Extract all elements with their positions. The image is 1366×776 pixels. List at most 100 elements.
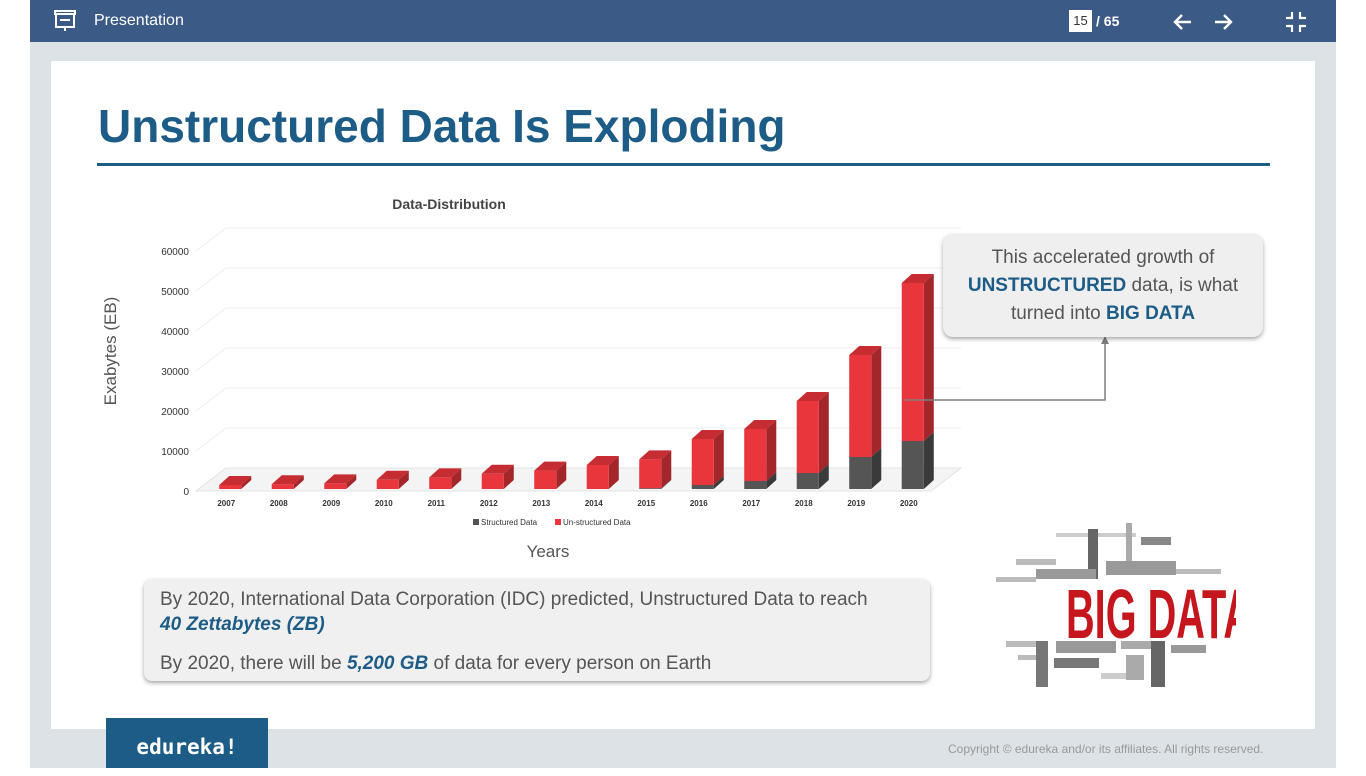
x-tick-label: 2017 xyxy=(742,499,760,508)
bar-unstructured xyxy=(691,439,714,485)
bar-side xyxy=(871,448,882,489)
bar-side xyxy=(766,420,777,481)
bar-side xyxy=(713,476,724,489)
bar-unstructured xyxy=(376,479,399,489)
bar-side xyxy=(451,468,462,489)
bar-top xyxy=(271,475,304,485)
bar-side xyxy=(766,472,777,489)
presentation-icon[interactable] xyxy=(52,8,78,34)
bar-unstructured xyxy=(639,459,662,489)
title-underline xyxy=(97,163,1270,166)
data-distribution-chart: 0 10000 20000 30000 40000 50000 60000 2007 2008 2… xyxy=(101,196,963,561)
bar-side xyxy=(503,464,514,489)
edureka-logo: edureka! xyxy=(106,718,268,768)
y-axis-label: Exabytes (EB) xyxy=(101,297,120,406)
bar-unstructured xyxy=(219,485,242,489)
x-tick-label: 2008 xyxy=(270,499,288,508)
info-per-person-prefix: By 2020, there will be xyxy=(160,653,347,674)
bar-side xyxy=(661,479,672,489)
y-tick-label: 20000 xyxy=(161,407,189,418)
callout-emphasis-unstructured: UNSTRUCTURED xyxy=(967,275,1127,296)
bar-top xyxy=(744,420,777,429)
bar-unstructured xyxy=(901,283,924,441)
bar-side xyxy=(346,474,357,489)
bar-top xyxy=(586,456,619,465)
copyright-text: Copyright © edureka and/or its affiliate… xyxy=(948,742,1264,756)
bar-side xyxy=(871,346,882,457)
bar-structured xyxy=(901,441,924,489)
bar-side xyxy=(398,470,409,489)
bar-side xyxy=(713,430,724,485)
info-box: By 2020, International Data Corporation … xyxy=(144,579,930,681)
x-tick-label: 2012 xyxy=(480,499,498,508)
bar-structured xyxy=(691,485,714,489)
x-tick-label: 2010 xyxy=(375,499,393,508)
y-tick-label: 60000 xyxy=(161,247,189,258)
exit-fullscreen-icon[interactable] xyxy=(1283,9,1309,35)
info-per-person-emphasis: 5,200 GB xyxy=(346,653,429,674)
callout-line-2-text: data, is what xyxy=(1126,275,1239,296)
big-data-word-cloud-image: BIG DATA xyxy=(996,523,1236,687)
bar-top xyxy=(534,461,567,471)
bar-top xyxy=(324,474,357,484)
y-tick-label: 50000 xyxy=(161,287,189,298)
callout-line-3-text: turned into xyxy=(1010,303,1107,324)
bar-unstructured xyxy=(481,473,504,489)
legend-swatch-structured xyxy=(473,519,479,525)
bar-side xyxy=(608,456,619,489)
gridline-diagonal xyxy=(195,307,227,332)
x-tick-label: 2014 xyxy=(585,499,603,508)
bar-top xyxy=(691,430,724,439)
bar-top xyxy=(849,346,882,355)
callout-connector xyxy=(904,336,1109,401)
slide-title: Unstructured Data Is Exploding xyxy=(98,100,786,152)
bar-unstructured xyxy=(324,483,347,489)
bar-side xyxy=(923,432,934,489)
x-axis-label: Years xyxy=(527,542,570,561)
big-data-image-text: BIG DATA xyxy=(1066,575,1236,653)
info-idc-text: By 2020, International Data Corporation … xyxy=(160,589,868,610)
x-tick-label: 2016 xyxy=(690,499,708,508)
callout-emphasis-big-data: BIG DATA xyxy=(1106,303,1196,324)
presentation-toolbar: Presentation 15 / 65 xyxy=(30,0,1336,42)
bar-side xyxy=(241,476,252,489)
bar-unstructured xyxy=(429,477,452,489)
bar-top xyxy=(796,392,829,401)
chart-floor xyxy=(194,467,963,492)
page-total: / 65 xyxy=(1096,13,1120,29)
callout-line-1: This accelerated growth of xyxy=(991,247,1215,268)
gridline-diagonal xyxy=(195,267,227,292)
bar-unstructured xyxy=(796,401,819,473)
chart-title: Data-Distribution xyxy=(392,196,506,212)
y-tick-label: 10000 xyxy=(161,447,189,458)
presentation-title: Presentation xyxy=(94,12,184,29)
callout-line-3: turned into BIG DATA xyxy=(943,300,1263,328)
legend-label-structured: Structured Data xyxy=(481,518,538,527)
bar-structured xyxy=(849,457,872,489)
bar-side xyxy=(661,450,672,489)
arrow-right-icon[interactable] xyxy=(1210,9,1236,35)
gridline-diagonal xyxy=(195,347,227,372)
slide: Unstructured Data Is Exploding 0 10000 200… xyxy=(51,61,1315,729)
bar-top xyxy=(639,450,672,460)
bar-unstructured xyxy=(586,465,609,489)
bar-top xyxy=(901,274,934,283)
y-tick-label: 30000 xyxy=(161,367,189,378)
bar-structured xyxy=(796,473,819,489)
y-tick-label: 40000 xyxy=(161,327,189,338)
bar-side xyxy=(818,392,829,473)
bar-top xyxy=(429,468,462,478)
bar-unstructured xyxy=(849,355,872,457)
page-number-input[interactable]: 15 xyxy=(1069,10,1092,32)
x-tick-label: 2020 xyxy=(900,499,918,508)
legend-label-unstructured: Un-structured Data xyxy=(563,518,631,527)
gridline-diagonal xyxy=(195,387,227,412)
callout-line-2: UNSTRUCTURED data, is what xyxy=(943,272,1263,300)
x-tick-label: 2011 xyxy=(428,499,446,508)
bar-structured xyxy=(639,488,662,489)
bar-unstructured xyxy=(744,429,767,481)
arrow-left-icon[interactable] xyxy=(1170,9,1196,35)
bar-side xyxy=(293,475,304,489)
info-paragraph-per-person: By 2020, there will be 5,200 GB of data … xyxy=(160,651,914,676)
legend-swatch-unstructured xyxy=(555,519,561,525)
